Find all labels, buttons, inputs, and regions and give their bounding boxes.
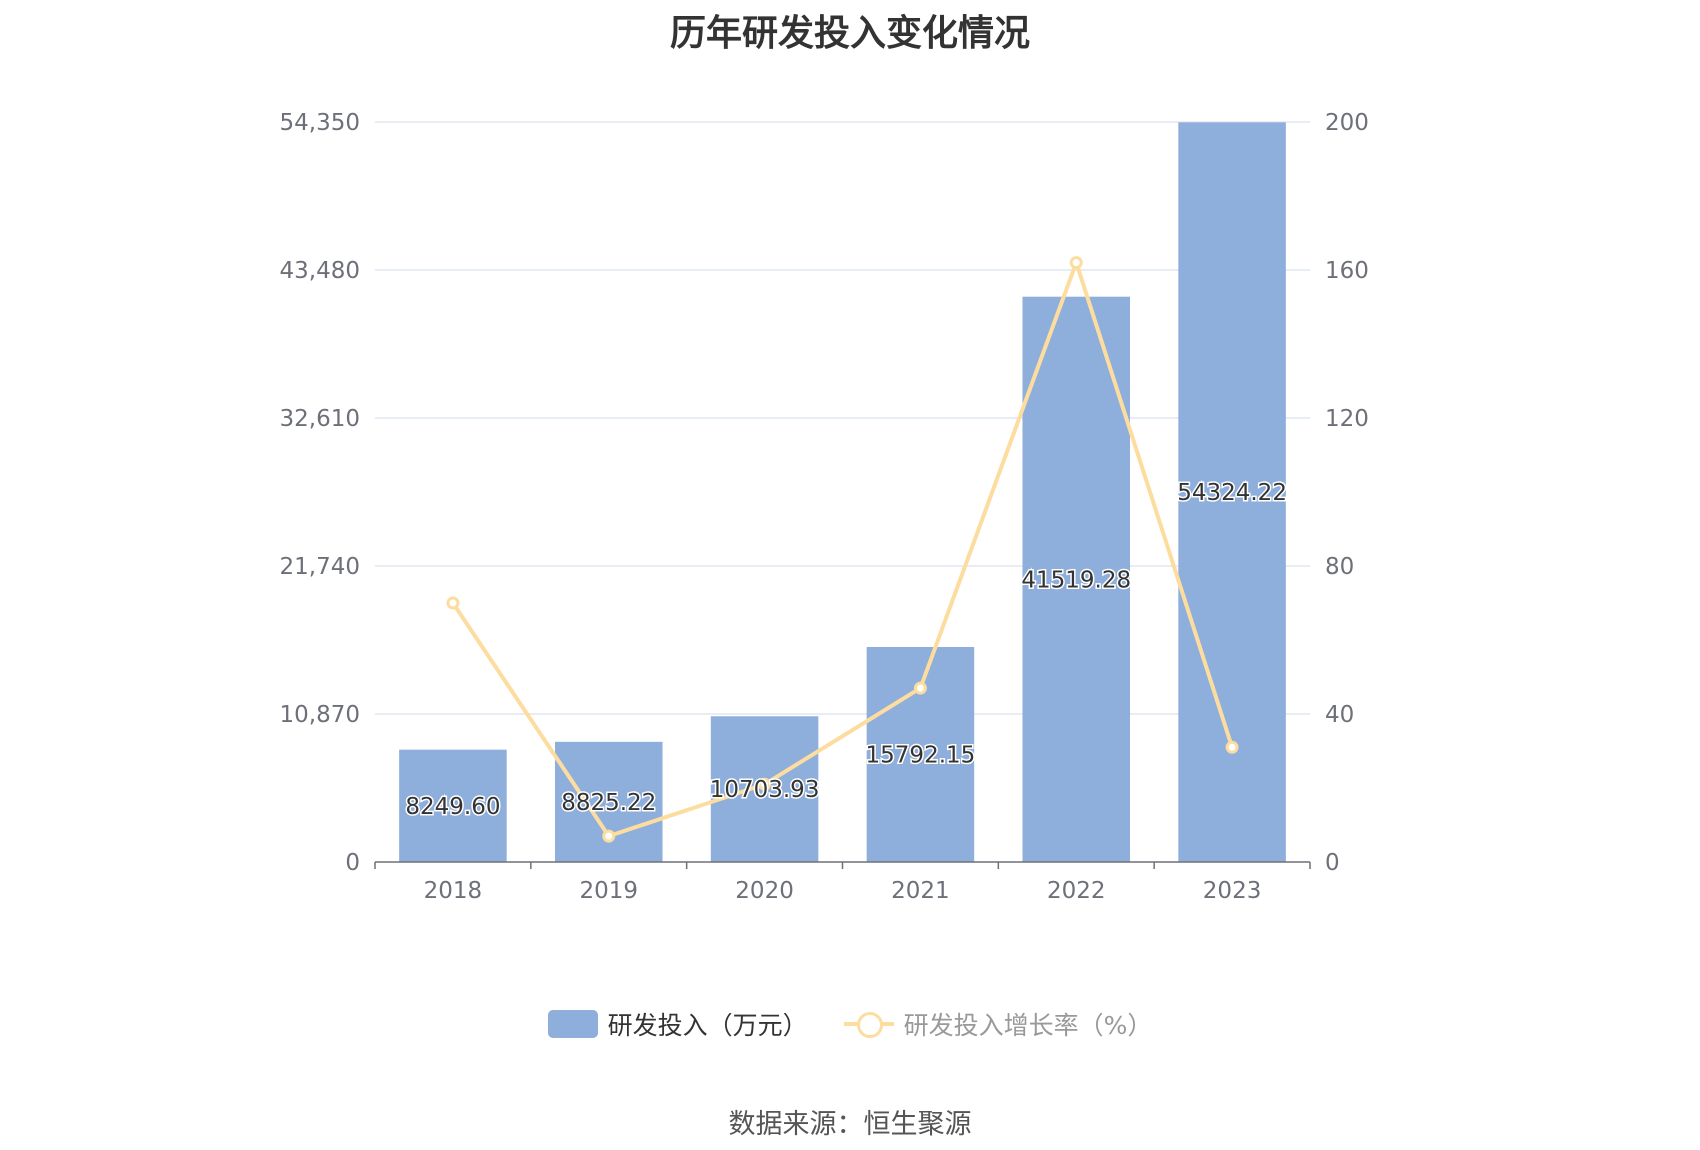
bar <box>1178 122 1286 862</box>
bar-layer <box>399 122 1286 862</box>
growth-rate-point <box>446 596 460 610</box>
y-right-tick-label: 160 <box>1325 258 1369 284</box>
bar-data-label: 8825.22 <box>561 790 656 816</box>
legend-item-line[interactable]: 研发投入增长率（%） <box>843 1006 1153 1042</box>
legend-line-swatch <box>843 1010 894 1038</box>
x-tick-label: 2020 <box>735 878 794 904</box>
bar-data-label: 15792.15 <box>866 742 976 768</box>
legend-bar-label: 研发投入（万元） <box>607 1011 808 1040</box>
x-tick-label: 2023 <box>1203 878 1262 904</box>
bar-data-label: 10703.93 <box>710 777 820 803</box>
bar-data-label: 41519.28 <box>1021 567 1131 593</box>
axis-layer: 0 0 10,870 40 21,740 80 32,610 120 43,480 160 54,3… <box>280 110 1369 904</box>
bar-data-label: 8249.60 <box>405 794 500 820</box>
growth-rate-point <box>1225 740 1239 754</box>
label-layer: 8249.60 8825.22 10703.93 15792.15 41519.28 54… <box>404 479 1289 822</box>
y-left-tick-label: 10,870 <box>280 702 360 728</box>
x-tick-label: 2022 <box>1047 878 1106 904</box>
growth-rate-point <box>758 777 772 791</box>
line-layer <box>446 256 1239 843</box>
growth-rate-point <box>913 681 927 695</box>
y-right-tick-label: 120 <box>1325 406 1369 432</box>
x-tick-label: 2018 <box>424 878 483 904</box>
y-left-tick-label: 32,610 <box>280 406 360 432</box>
chart-title: 历年研发投入变化情况 <box>669 13 1030 54</box>
legend-bar-swatch <box>547 1010 598 1038</box>
y-right-tick-label: 40 <box>1325 702 1354 728</box>
legend-line-label: 研发投入增长率（%） <box>903 1011 1153 1040</box>
y-left-tick-label: 21,740 <box>280 554 360 580</box>
legend: 研发投入（万元） 研发投入增长率（%） <box>0 1006 1700 1042</box>
growth-rate-point <box>602 829 616 843</box>
y-left-tick-label: 43,480 <box>280 258 360 284</box>
grid-layer <box>375 121 1310 715</box>
legend-item-bar[interactable]: 研发投入（万元） <box>547 1006 808 1042</box>
y-right-tick-label: 200 <box>1325 110 1369 136</box>
data-source: 数据来源：恒生聚源 <box>728 1109 972 1140</box>
y-left-tick-label: 0 <box>345 850 360 876</box>
bar <box>1022 296 1131 862</box>
x-tick-label: 2021 <box>891 878 950 904</box>
x-tick-label: 2019 <box>579 878 638 904</box>
bar <box>399 749 507 862</box>
y-left-tick-label: 54,350 <box>280 110 360 136</box>
growth-rate-line <box>451 260 1234 839</box>
y-right-tick-label: 80 <box>1325 554 1354 580</box>
bar-data-label: 54324.22 <box>1177 480 1287 506</box>
y-right-tick-label: 0 <box>1325 850 1340 876</box>
growth-rate-point <box>1069 256 1083 270</box>
